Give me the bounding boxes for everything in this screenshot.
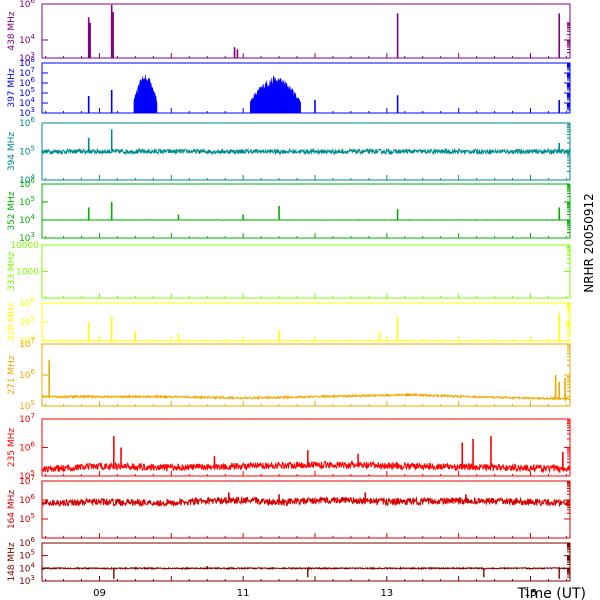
series-line xyxy=(41,566,571,571)
series-line xyxy=(41,147,571,156)
panel-frame xyxy=(41,302,571,342)
x-tick-label: 11 xyxy=(237,588,250,599)
y-tick-label: 106 xyxy=(19,296,35,309)
y-tick-label: 105 xyxy=(19,145,35,158)
x-tick-labels: 09 11 13 15 xyxy=(93,588,537,599)
y-tick-label: 106 xyxy=(19,0,35,10)
y-tick-label: 104 xyxy=(19,33,35,46)
y-tick-label: 106 xyxy=(19,441,35,454)
frequency-label: 164 MHz xyxy=(7,490,17,530)
panel-frame xyxy=(41,62,571,114)
burst xyxy=(133,74,158,114)
x-axis-label: Time (UT) xyxy=(517,586,586,600)
y-tick-label: 104 xyxy=(19,213,35,226)
series-line xyxy=(41,495,571,508)
burst xyxy=(250,75,301,114)
y-tick-label: 105 xyxy=(19,315,35,328)
frequency-label: 352 MHz xyxy=(7,191,17,231)
series-line xyxy=(41,392,571,402)
panel-frame xyxy=(41,183,571,239)
panel: 333 MHz 1000 10000 xyxy=(7,241,571,299)
y-tick-label: 1000 xyxy=(16,268,39,278)
y-tick-label: 104 xyxy=(19,561,35,574)
y-tick-label: 103 xyxy=(19,574,35,587)
y-tick-label: 106 xyxy=(19,536,35,549)
series-line xyxy=(41,460,571,474)
panel-frame xyxy=(41,542,571,582)
y-tick-label: 105 xyxy=(19,549,35,562)
frequency-label: 328 MHz xyxy=(7,302,17,342)
frequency-label: 333 MHz xyxy=(7,252,17,292)
y-tick-label: 106 xyxy=(19,493,35,506)
frequency-label: 235 MHz xyxy=(7,428,17,468)
y-tick-label: 105 xyxy=(19,399,35,412)
panel-frame xyxy=(41,244,571,299)
frequency-label: 394 MHz xyxy=(7,132,17,172)
frequency-label: 438 MHz xyxy=(7,11,17,51)
y-tick-label: 107 xyxy=(19,412,35,425)
y-tick-label: 10000 xyxy=(10,241,39,251)
frequency-label: 271 MHz xyxy=(7,355,17,395)
y-tick-label: 105 xyxy=(19,512,35,525)
x-tick-label: 15 xyxy=(524,588,537,599)
x-tick-label: 13 xyxy=(380,588,393,599)
chart-title: NRHR 20050912 xyxy=(582,193,596,293)
frequency-label: 148 MHz xyxy=(7,542,17,582)
frequency-label: 397 MHz xyxy=(7,68,17,108)
panel-frame xyxy=(41,480,571,539)
panel-frame xyxy=(41,3,571,59)
x-tick-label: 09 xyxy=(93,588,106,599)
y-tick-label: 106 xyxy=(19,368,35,381)
y-tick-label: 105 xyxy=(19,195,35,208)
